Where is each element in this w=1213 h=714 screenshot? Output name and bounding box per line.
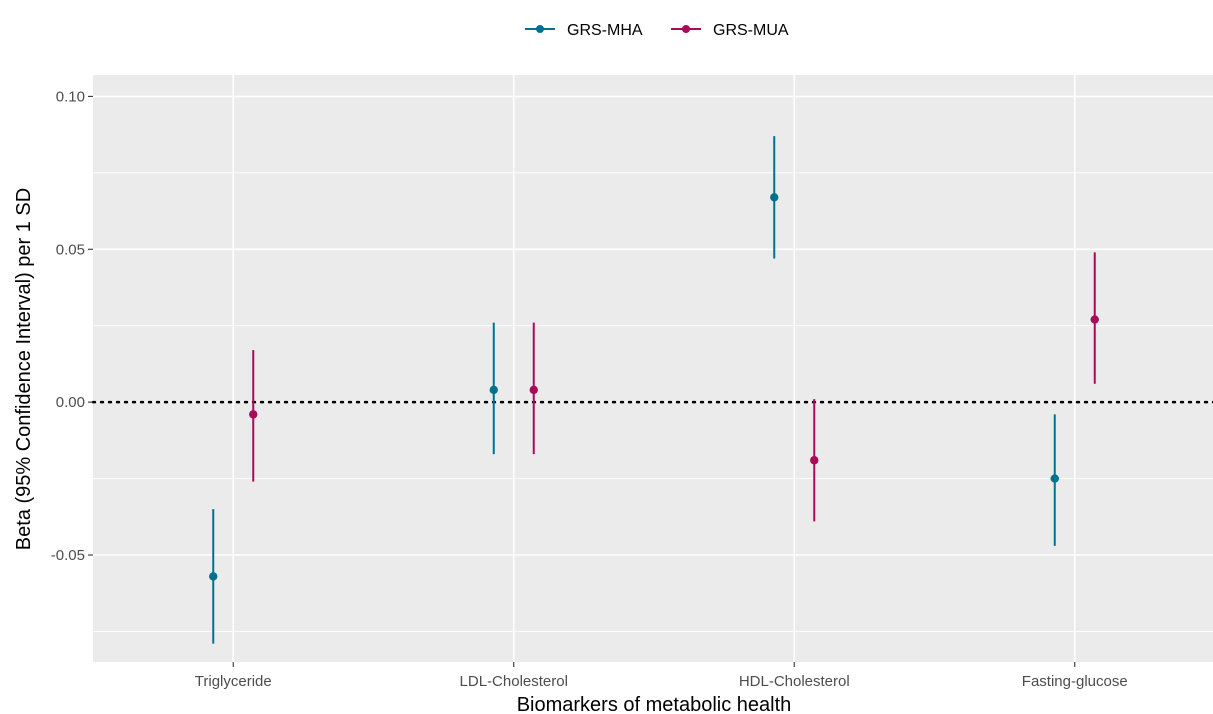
legend-item-grs-mha: GRS-MHA: [525, 22, 643, 39]
point-grs-mua: [529, 385, 538, 395]
y-tick-label: -0.05: [51, 547, 85, 564]
x-tick-label: Fasting-glucose: [1022, 673, 1128, 690]
x-tick-label: LDL-Cholesterol: [460, 673, 568, 690]
legend-item-grs-mua: GRS-MUA: [671, 22, 789, 39]
x-axis-title: Biomarkers of metabolic health: [517, 694, 792, 714]
point-grs-mua: [1090, 315, 1099, 324]
plot-panel: [93, 75, 1213, 662]
y-tick-label: 0.05: [56, 241, 85, 258]
y-tick-label: 0.00: [56, 394, 85, 411]
grid-lines: [93, 75, 1213, 662]
axes: -0.05 0.00 0.05 0.10 Triglyceride LDL-Cholest…: [51, 88, 1128, 690]
legend-label-grs-mha: GRS-MHA: [567, 22, 643, 39]
data-marks: [209, 136, 1099, 644]
point-grs-mha: [209, 572, 218, 581]
point-grs-mha: [770, 193, 779, 202]
legend: GRS-MHA GRS-MUA: [525, 22, 789, 39]
point-grs-mua: [249, 410, 258, 419]
x-tick-label: HDL-Cholesterol: [739, 673, 850, 690]
point-grs-mha: [1050, 474, 1059, 483]
legend-key-point-grs-mua: [682, 25, 690, 33]
legend-key-point-grs-mha: [536, 25, 544, 33]
y-tick-label: 0.10: [56, 88, 85, 105]
x-tick-label: Triglyceride: [195, 673, 272, 690]
y-axis-title: Beta (95% Confidence Interval) per 1 SD: [13, 188, 35, 550]
point-grs-mua: [810, 456, 819, 465]
point-grs-mha: [489, 385, 498, 395]
legend-label-grs-mua: GRS-MUA: [713, 22, 789, 39]
